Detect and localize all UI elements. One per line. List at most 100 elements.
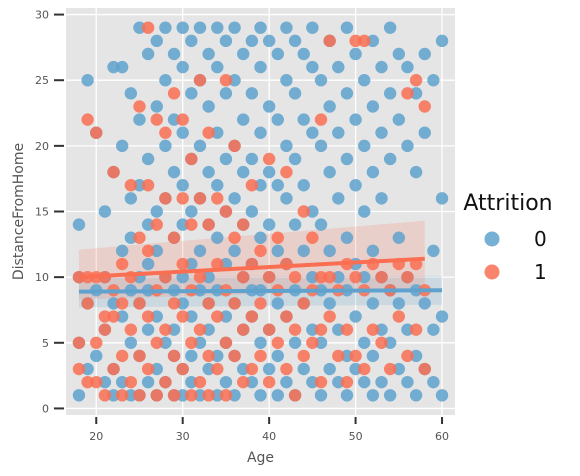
data-point-0 xyxy=(141,257,155,271)
data-point-0 xyxy=(90,349,103,363)
data-point-1 xyxy=(176,257,189,271)
data-point-1 xyxy=(90,126,103,139)
data-point-0 xyxy=(262,165,276,179)
data-point-0 xyxy=(219,310,233,323)
data-point-0 xyxy=(98,205,112,218)
data-point-0 xyxy=(141,323,155,336)
data-point-0 xyxy=(245,152,259,166)
data-point-0 xyxy=(254,179,267,192)
data-point-0 xyxy=(323,362,336,376)
data-point-1 xyxy=(72,336,86,349)
x-tick-label: 40 xyxy=(262,430,276,443)
data-point-0 xyxy=(383,389,397,402)
y-tick-label: 30 xyxy=(35,9,49,22)
data-point-1 xyxy=(176,362,189,376)
data-point-0 xyxy=(435,310,449,323)
data-point-1 xyxy=(237,270,250,284)
data-point-0 xyxy=(392,113,406,126)
data-point-0 xyxy=(427,244,440,258)
data-point-0 xyxy=(219,87,233,100)
data-point-0 xyxy=(150,34,163,48)
data-point-1 xyxy=(98,389,112,402)
data-point-1 xyxy=(228,297,241,310)
data-point-1 xyxy=(228,139,241,153)
data-point-1 xyxy=(115,389,129,402)
x-tick-label: 50 xyxy=(349,430,363,443)
data-point-0 xyxy=(211,179,224,192)
data-point-1 xyxy=(288,323,302,336)
data-point-0 xyxy=(133,179,146,192)
data-point-0 xyxy=(124,389,138,402)
data-point-0 xyxy=(211,231,224,244)
data-point-1 xyxy=(185,389,198,402)
data-point-1 xyxy=(133,349,146,363)
data-point-1 xyxy=(141,362,155,376)
data-point-0 xyxy=(409,165,423,179)
data-point-1 xyxy=(237,323,250,336)
data-point-0 xyxy=(332,60,345,74)
data-point-0 xyxy=(107,60,120,74)
data-point-0 xyxy=(306,375,319,389)
data-point-1 xyxy=(418,362,431,376)
data-point-1 xyxy=(211,192,224,205)
data-point-0 xyxy=(435,34,449,48)
data-point-0 xyxy=(271,113,284,126)
y-axis-label: DistanceFromHome xyxy=(11,143,27,280)
data-point-1 xyxy=(193,375,207,389)
data-point-1 xyxy=(314,375,328,389)
data-point-1 xyxy=(107,165,120,179)
data-point-1 xyxy=(90,375,103,389)
data-point-1 xyxy=(115,349,129,363)
data-point-1 xyxy=(150,389,163,402)
data-point-0 xyxy=(401,323,414,336)
data-point-0 xyxy=(202,47,215,61)
data-point-0 xyxy=(323,244,336,258)
data-point-0 xyxy=(332,126,345,139)
data-point-0 xyxy=(150,310,163,323)
data-point-1 xyxy=(150,218,163,231)
data-point-0 xyxy=(167,323,181,336)
data-point-0 xyxy=(107,297,120,310)
axes: 20 30 40 50 60 0 5 10 15 20 25 30 xyxy=(35,9,449,443)
data-point-1 xyxy=(98,323,112,336)
data-point-1 xyxy=(297,349,310,363)
data-point-1 xyxy=(124,323,138,336)
data-point-1 xyxy=(349,34,362,48)
data-point-1 xyxy=(115,297,129,310)
data-point-0 xyxy=(133,113,146,126)
data-point-0 xyxy=(271,389,284,402)
data-point-1 xyxy=(141,21,155,34)
trend-lines xyxy=(78,256,443,294)
data-point-0 xyxy=(409,349,423,363)
data-point-1 xyxy=(392,310,406,323)
y-tick-label: 0 xyxy=(42,402,49,415)
data-point-0 xyxy=(159,74,172,87)
data-point-0 xyxy=(228,244,241,258)
data-point-0 xyxy=(375,60,388,74)
data-point-0 xyxy=(358,375,371,389)
data-point-1 xyxy=(159,323,172,336)
data-point-0 xyxy=(427,74,440,87)
data-point-0 xyxy=(383,152,397,166)
data-point-1 xyxy=(219,74,233,87)
data-point-0 xyxy=(366,297,380,310)
data-point-0 xyxy=(271,349,284,363)
data-point-0 xyxy=(211,349,224,363)
data-point-1 xyxy=(133,297,146,310)
data-point-1 xyxy=(141,310,155,323)
data-point-0 xyxy=(237,362,250,376)
data-point-1 xyxy=(81,297,94,310)
data-point-1 xyxy=(349,349,362,363)
data-point-1 xyxy=(366,323,380,336)
x-tick-label: 20 xyxy=(89,430,103,443)
data-point-0 xyxy=(418,47,431,61)
data-point-0 xyxy=(340,389,354,402)
data-point-1 xyxy=(262,270,276,284)
data-point-0 xyxy=(375,323,388,336)
data-point-1 xyxy=(202,349,215,363)
data-point-1 xyxy=(202,218,215,231)
data-point-1 xyxy=(237,218,250,231)
data-points xyxy=(72,21,449,402)
data-point-0 xyxy=(340,87,354,100)
data-point-1 xyxy=(271,231,284,244)
